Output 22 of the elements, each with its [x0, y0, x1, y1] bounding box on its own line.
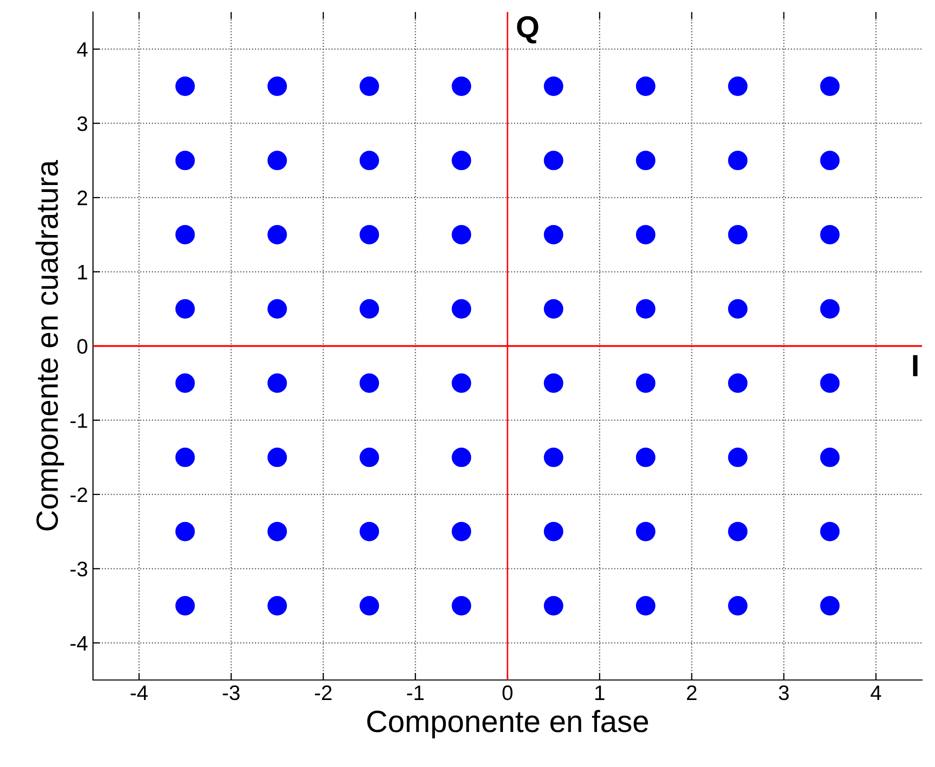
x-axis-title: Componente en fase — [367, 710, 648, 738]
ref-line-label: Q — [517, 16, 538, 44]
x-tick-label: 3 — [778, 685, 789, 700]
x-tick-label: -1 — [407, 686, 424, 700]
y-tick-label: -4 — [70, 636, 88, 650]
y-tick-label: 0 — [77, 339, 88, 354]
y-tick-label: 2 — [78, 190, 88, 206]
y-tick-label: 3 — [77, 116, 88, 132]
x-tick-label: 0 — [502, 685, 512, 700]
y-tick-label: 1 — [78, 264, 88, 280]
y-axis-title: Componente en cuadratura — [36, 160, 64, 530]
x-tick-label: 1 — [595, 686, 604, 700]
x-tick-label: -4 — [130, 686, 148, 700]
x-tick-label: 2 — [686, 685, 696, 700]
x-tick-label: -3 — [222, 685, 240, 700]
y-tick-label: 4 — [77, 42, 88, 57]
y-tick-label: -3 — [70, 562, 88, 576]
x-tick-label: -2 — [314, 685, 332, 700]
x-tick-label: 4 — [870, 686, 882, 700]
y-tick-label: -1 — [70, 413, 88, 428]
y-tick-label: -2 — [70, 487, 88, 502]
ref-line-label: I — [913, 355, 918, 376]
